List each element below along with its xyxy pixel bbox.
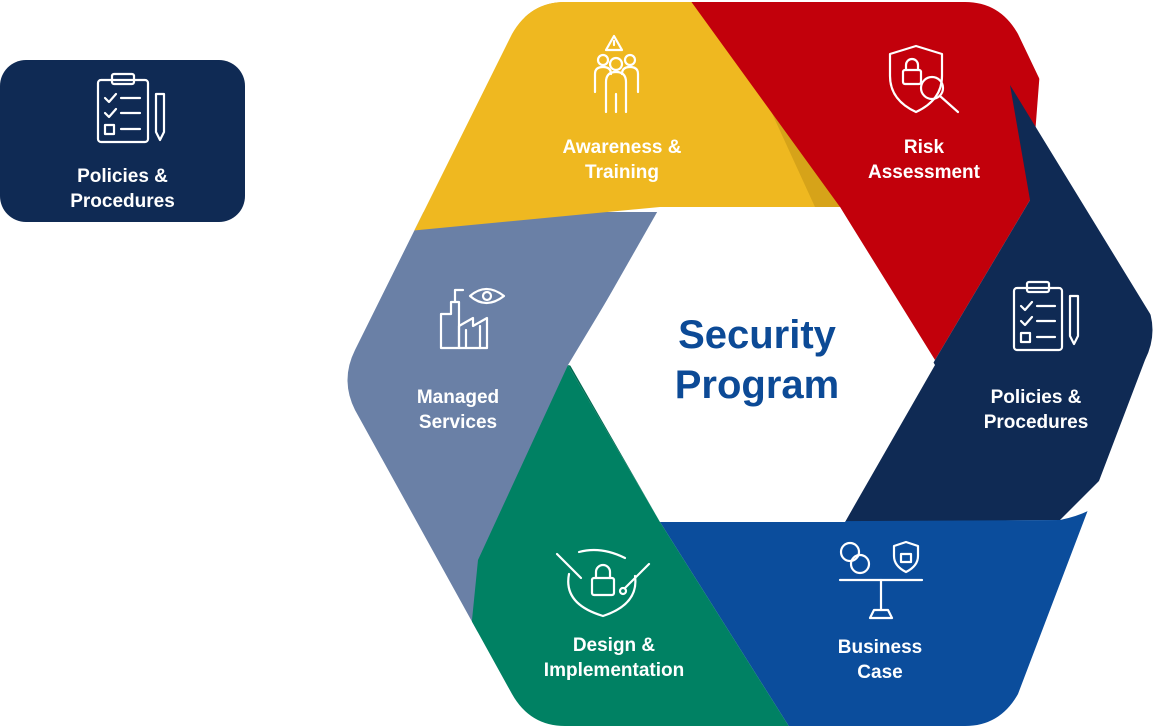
design-label-line1: Design & <box>573 635 656 656</box>
segment-business-case[interactable] <box>660 470 1130 728</box>
clipboard-checklist-icon <box>96 72 166 144</box>
policies-procedures-card[interactable]: Policies & Procedures <box>0 60 245 222</box>
managed-label-line1: Managed <box>417 387 499 408</box>
center-title-line2: Program <box>675 363 840 407</box>
risk-label-line2: Assessment <box>868 162 981 183</box>
policies-label-line2: Procedures <box>984 412 1089 433</box>
center-hexagon <box>570 207 935 522</box>
people-warning-icon <box>593 34 640 114</box>
business-label-line2: Case <box>857 662 902 683</box>
awareness-label-line1: Awareness & <box>563 137 682 158</box>
business-label-line1: Business <box>838 637 922 658</box>
managed-label-line2: Services <box>419 412 497 433</box>
balance-scale-icon <box>838 540 924 620</box>
shield-magnifier-icon <box>888 44 960 114</box>
design-label-line2: Implementation <box>544 660 684 681</box>
center-title-line1: Security <box>678 313 837 357</box>
segment-risk-assessment[interactable] <box>690 0 1040 360</box>
shield-tools-icon <box>555 548 651 618</box>
policies-label-line1: Policies & <box>991 387 1082 408</box>
awareness-label-line2: Training <box>585 162 659 183</box>
card-label-line1: Policies & <box>77 166 168 187</box>
risk-label-line1: Risk <box>904 137 945 158</box>
card-label-line2: Procedures <box>70 191 175 212</box>
segment-policies-procedures[interactable] <box>845 85 1155 522</box>
factory-eye-icon <box>439 287 506 350</box>
clipboard-checklist-icon <box>1012 280 1080 352</box>
